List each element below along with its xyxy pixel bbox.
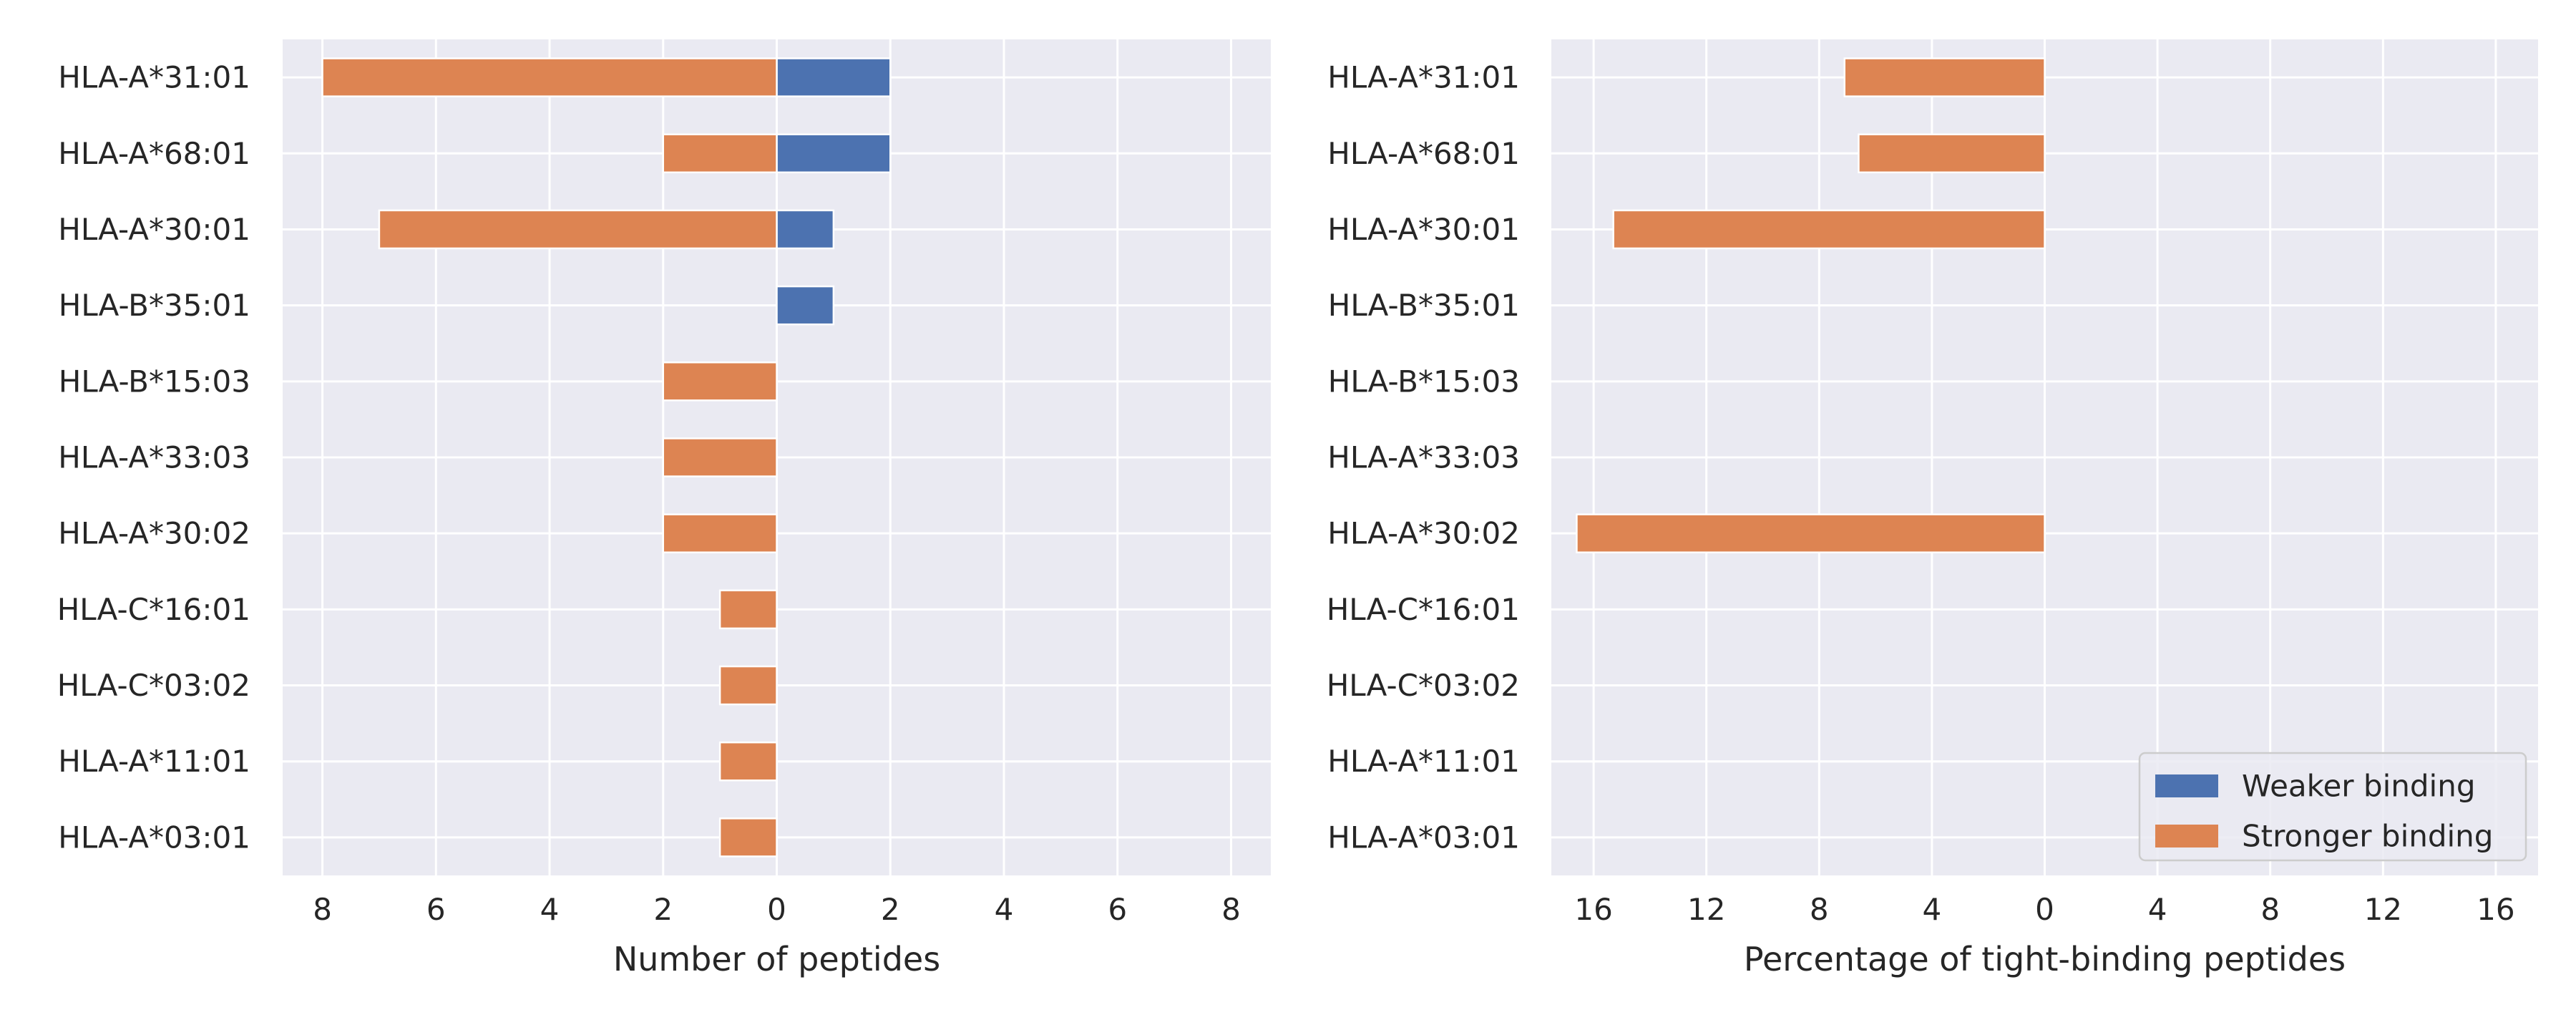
x-tick-label: 4	[1923, 892, 1942, 927]
y-tick-label: HLA-B*15:03	[1328, 364, 1520, 399]
x-tick-label: 2	[653, 892, 673, 927]
bar-stronger-1	[1858, 133, 2046, 174]
y-tick-label: HLA-A*30:01	[58, 212, 250, 247]
x-tick-label: 8	[1810, 892, 1829, 927]
bar-stronger-6	[1576, 513, 2046, 553]
y-tick-label: HLA-A*33:03	[1327, 440, 1520, 475]
right-chart-panel: HLA-A*31:01 HLA-A*68:01 HLA-A*30:01 HLA-B*3…	[1327, 39, 2538, 978]
y-tick-label: HLA-A*31:01	[58, 60, 250, 95]
y-tick-label: HLA-A*30:02	[58, 516, 250, 551]
x-tick-label: 6	[1108, 892, 1127, 927]
bar-stronger-5	[662, 437, 778, 477]
bar-stronger-2	[1612, 209, 2046, 250]
y-tick-label: HLA-A*03:01	[58, 820, 250, 855]
legend-swatch	[2155, 825, 2218, 847]
y-tick-label: HLA-C*16:01	[57, 592, 250, 627]
bar-stronger-6	[662, 513, 778, 553]
y-tick-label: HLA-A*68:01	[58, 136, 250, 171]
bar-stronger-7	[718, 589, 778, 630]
bar-stronger-2	[378, 209, 778, 250]
y-tick-label: HLA-B*35:01	[59, 288, 250, 323]
bar-stronger-9	[718, 741, 778, 782]
bar-weaker-2	[776, 209, 835, 250]
x-tick-label: 8	[313, 892, 332, 927]
x-tick-label: 16	[2477, 892, 2514, 927]
y-tick-label: HLA-C*16:01	[1327, 592, 1520, 627]
x-tick-label: 8	[1221, 892, 1241, 927]
x-tick-label: 2	[881, 892, 900, 927]
y-tick-label: HLA-B*15:03	[59, 364, 250, 399]
left-chart-panel: HLA-A*31:01 HLA-A*68:01 HLA-A*30:01 HLA-B*3…	[57, 39, 1271, 978]
x-tick-label: 8	[2260, 892, 2280, 927]
y-tick-label: HLA-C*03:02	[57, 668, 250, 703]
x-tick-label: 6	[426, 892, 446, 927]
legend-label: Weaker binding	[2242, 769, 2475, 804]
y-tick-label: HLA-B*35:01	[1328, 288, 1520, 323]
legend-swatch	[2155, 774, 2218, 797]
legend-box	[2138, 752, 2527, 862]
x-tick-label: 4	[540, 892, 560, 927]
x-axis-label: Percentage of tight-binding peptides	[1744, 940, 2346, 978]
x-tick-label: 0	[767, 892, 786, 927]
y-tick-label: HLA-A*03:01	[1327, 820, 1520, 855]
y-tick-label: HLA-A*30:02	[1327, 516, 1520, 551]
x-tick-label: 12	[1687, 892, 1725, 927]
bar-stronger-8	[718, 665, 778, 706]
bar-weaker-3	[776, 285, 835, 326]
bar-weaker-1	[776, 133, 892, 174]
bar-stronger-0	[321, 57, 778, 97]
y-tick-label: HLA-A*11:01	[58, 744, 250, 779]
x-tick-label: 4	[2148, 892, 2167, 927]
x-tick-label: 16	[1574, 892, 1612, 927]
x-tick-label: 12	[2364, 892, 2402, 927]
bar-stronger-0	[1843, 57, 2046, 97]
bar-stronger-4	[662, 361, 778, 402]
bar-weaker-0	[776, 57, 892, 97]
x-axis-label: Number of peptides	[613, 940, 940, 978]
y-tick-label: HLA-A*33:03	[58, 440, 250, 475]
y-tick-label: HLA-A*31:01	[1327, 60, 1520, 95]
legend-label: Stronger binding	[2242, 819, 2493, 854]
y-tick-label: HLA-A*11:01	[1327, 744, 1520, 779]
x-tick-label: 4	[995, 892, 1014, 927]
y-tick-label: HLA-A*68:01	[1327, 136, 1520, 171]
bar-stronger-10	[718, 817, 778, 858]
legend: Weaker binding Stronger binding	[2138, 752, 2527, 862]
y-tick-label: HLA-A*30:01	[1327, 212, 1520, 247]
bar-stronger-1	[662, 133, 778, 174]
x-tick-label: 0	[2035, 892, 2054, 927]
y-tick-label: HLA-C*03:02	[1327, 668, 1520, 703]
